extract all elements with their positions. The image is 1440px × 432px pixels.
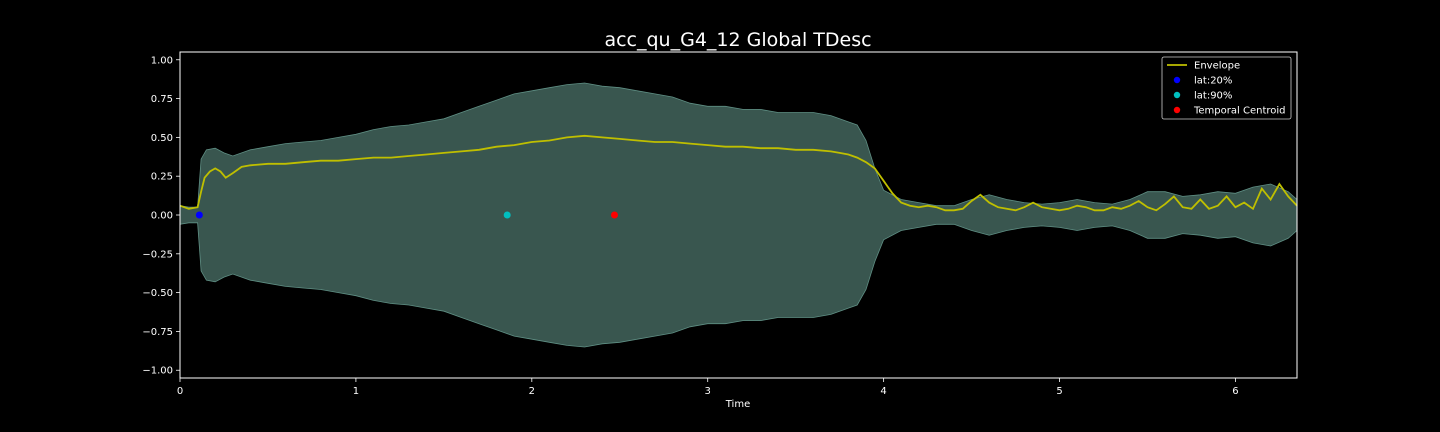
lat-90-point: [503, 211, 511, 219]
x-tick-label: 4: [880, 386, 886, 397]
x-axis-label: Time: [725, 399, 750, 410]
plot-area: [179, 82, 1298, 348]
temporal-centroid-point: [610, 211, 618, 219]
waveform-area: [179, 82, 1298, 348]
y-tick-label: 0.25: [151, 172, 173, 183]
x-tick-label: 0: [177, 386, 183, 397]
series-envelope-line: [179, 134, 1298, 212]
lat-20-point: [195, 211, 203, 219]
legend-swatch-marker: [1173, 91, 1181, 99]
x-tick-label: 5: [1056, 386, 1062, 397]
x-tick-label: 2: [529, 386, 535, 397]
y-tick-label: 0.50: [151, 133, 173, 144]
y-tick-label: −0.75: [142, 327, 173, 338]
y-tick-label: −0.25: [142, 249, 173, 260]
legend-entry-envelope: Envelope: [1194, 61, 1240, 72]
x-tick-label: 3: [705, 386, 711, 397]
y-tick-label: 0.00: [151, 211, 173, 222]
x-tick-label: 6: [1232, 386, 1238, 397]
legend-swatch-marker: [1173, 76, 1181, 84]
legend-entry-lat-20: lat:20%: [1194, 76, 1232, 87]
chart-title: acc_qu_G4_12 Global TDesc: [604, 29, 871, 51]
legend-entry-lat-90: lat:90%: [1194, 91, 1232, 102]
y-tick-label: 0.75: [151, 94, 173, 105]
y-tick-label: 1.00: [151, 55, 173, 66]
x-axis: 0 1 2 3 4 5 6: [177, 378, 1239, 397]
legend-box: [1161, 56, 1292, 120]
legend: Envelope lat:20% lat:90% Temporal Centroid: [1161, 56, 1292, 120]
legend-entry-temporal-centroid: Temporal Centroid: [1193, 106, 1286, 117]
y-axis: 1.00 0.75 0.50 0.25 0.00 −0.25 −0.50 −0.75 −1.00: [142, 55, 180, 377]
y-tick-label: −0.50: [142, 288, 173, 299]
x-tick-label: 1: [353, 386, 359, 397]
y-tick-label: −1.00: [142, 366, 173, 377]
legend-swatch-marker: [1173, 106, 1181, 114]
